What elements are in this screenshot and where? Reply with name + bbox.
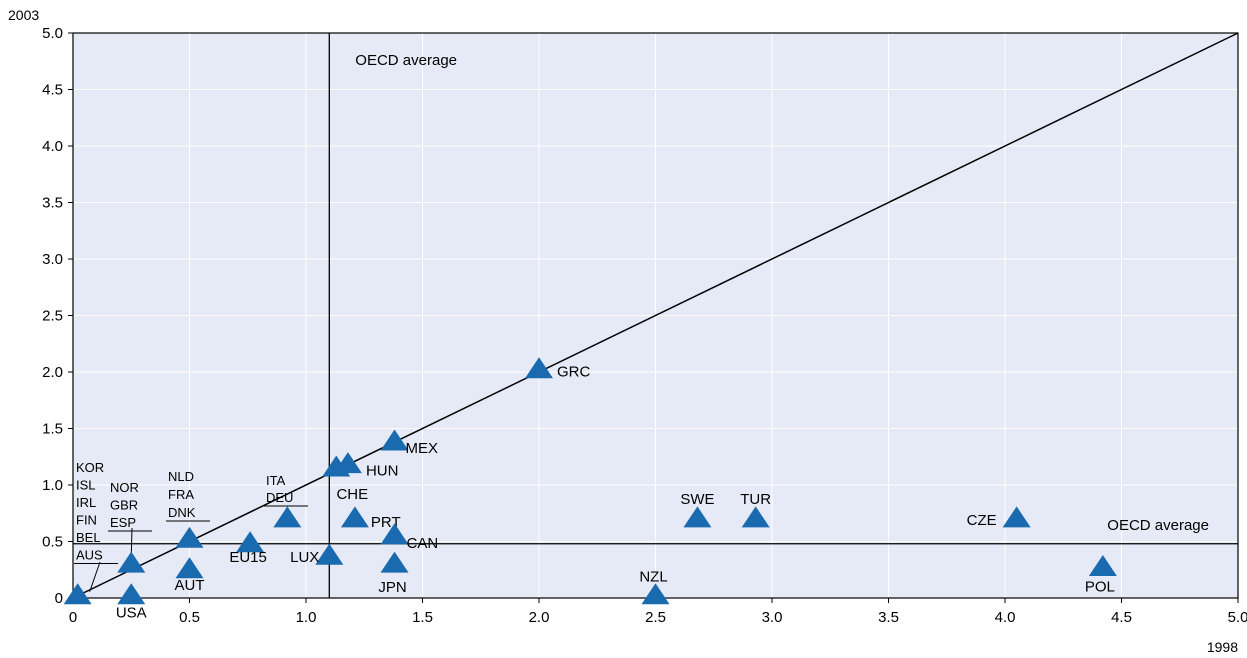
data-point-marker — [175, 557, 204, 579]
cluster-labels: KOR ISL IRL FIN BEL AUS NOR GBR ESP NLD FRA DNK ITA D… — [63, 460, 308, 605]
x-tick-label: 1.0 — [296, 609, 317, 626]
data-point-label: EU15 — [229, 549, 267, 566]
y-tick-label: 2.0 — [42, 364, 63, 381]
data-point-label: POL — [1085, 578, 1115, 595]
y-axis-label: 2003 — [8, 7, 39, 23]
x-tick-label: 2.5 — [645, 609, 666, 626]
cluster-label: NLD — [168, 469, 194, 484]
data-point-marker — [117, 583, 146, 605]
cluster-label: FIN — [76, 513, 97, 528]
data-point-label: CZE — [967, 512, 997, 529]
data-point-label: HUN — [366, 463, 399, 480]
cluster-label: IRL — [76, 495, 96, 510]
y-tick-label: 5.0 — [42, 25, 63, 42]
y-tick-label: 3.5 — [42, 195, 63, 212]
cluster-label: BEL — [76, 530, 101, 545]
oecd-average-horizontal-label: OECD average — [1107, 517, 1209, 534]
x-axis-label: 1998 — [1207, 639, 1238, 655]
data-point-marker — [741, 506, 770, 528]
y-axis-ticks: 0 0.5 1.0 1.5 2.0 2.5 3.0 3.5 4.0 4.5 5.0 — [42, 25, 73, 607]
cluster-label: ISL — [76, 478, 96, 493]
data-point-label: CAN — [407, 535, 439, 552]
x-tick-label: 0.5 — [179, 609, 200, 626]
y-tick-label: 3.0 — [42, 251, 63, 268]
data-point-marker — [683, 506, 712, 528]
cluster-label: KOR — [76, 460, 104, 475]
data-point-marker — [273, 506, 302, 528]
x-tick-label: 1.5 — [412, 609, 433, 626]
cluster-label: ESP — [110, 515, 136, 530]
x-tick-label: 2.0 — [529, 609, 550, 626]
data-point-marker — [380, 551, 409, 573]
y-tick-label: 0.5 — [42, 534, 63, 551]
data-point-label: LUX — [290, 549, 319, 566]
data-point-marker — [641, 583, 670, 605]
diagonal-line — [72, 32, 1239, 599]
cluster-label: GBR — [110, 498, 138, 513]
data-point-marker — [175, 526, 204, 548]
y-tick-label: 4.5 — [42, 82, 63, 99]
y-tick-label: 1.5 — [42, 421, 63, 438]
x-tick-label: 4.0 — [995, 609, 1016, 626]
data-point-label: JPN — [378, 579, 406, 596]
cluster-label: FRA — [168, 487, 194, 502]
data-point-label: MEX — [406, 440, 439, 457]
data-point-label: AUT — [175, 577, 205, 594]
data-point-marker — [340, 506, 369, 528]
data-point-label: TUR — [740, 491, 771, 508]
x-tick-label: 3.5 — [878, 609, 899, 626]
cluster-leader-line — [130, 527, 133, 557]
y-tick-label: 0 — [55, 590, 63, 607]
oecd-average-vertical-label: OECD average — [355, 52, 457, 69]
data-point-marker — [117, 551, 146, 573]
x-tick-label: 0 — [69, 609, 77, 626]
data-point-marker — [63, 583, 92, 605]
cluster-label: DEU — [266, 490, 293, 505]
data-point-marker — [333, 452, 362, 474]
data-point-label: NZL — [639, 569, 667, 586]
x-tick-label: 3.0 — [762, 609, 783, 626]
cluster-label: AUS — [76, 548, 103, 563]
data-point-marker — [315, 543, 344, 565]
data-point-marker — [380, 429, 409, 451]
data-point-label: GRC — [557, 364, 591, 381]
data-point-marker — [525, 357, 553, 379]
y-tick-label: 4.0 — [42, 138, 63, 155]
cluster-label: ITA — [266, 473, 286, 488]
data-point-label: USA — [116, 605, 147, 622]
data-point-marker — [236, 531, 265, 553]
y-tick-label: 1.0 — [42, 477, 63, 494]
cluster-label: DNK — [168, 505, 196, 520]
y-tick-label: 2.5 — [42, 308, 63, 325]
data-point-marker — [380, 523, 409, 545]
x-tick-label: 4.5 — [1111, 609, 1132, 626]
cluster-leader-line — [89, 561, 101, 592]
data-point-label: CHE — [336, 486, 368, 503]
cluster-label: NOR — [110, 480, 139, 495]
data-point-marker — [1002, 506, 1031, 528]
x-tick-label: 5.0 — [1228, 609, 1247, 626]
data-point-label: SWE — [680, 491, 714, 508]
data-point-marker — [1088, 554, 1117, 576]
x-axis-ticks: 0 0.5 1.0 1.5 2.0 2.5 3.0 3.5 4.0 4.5 5.0 — [69, 598, 1247, 626]
